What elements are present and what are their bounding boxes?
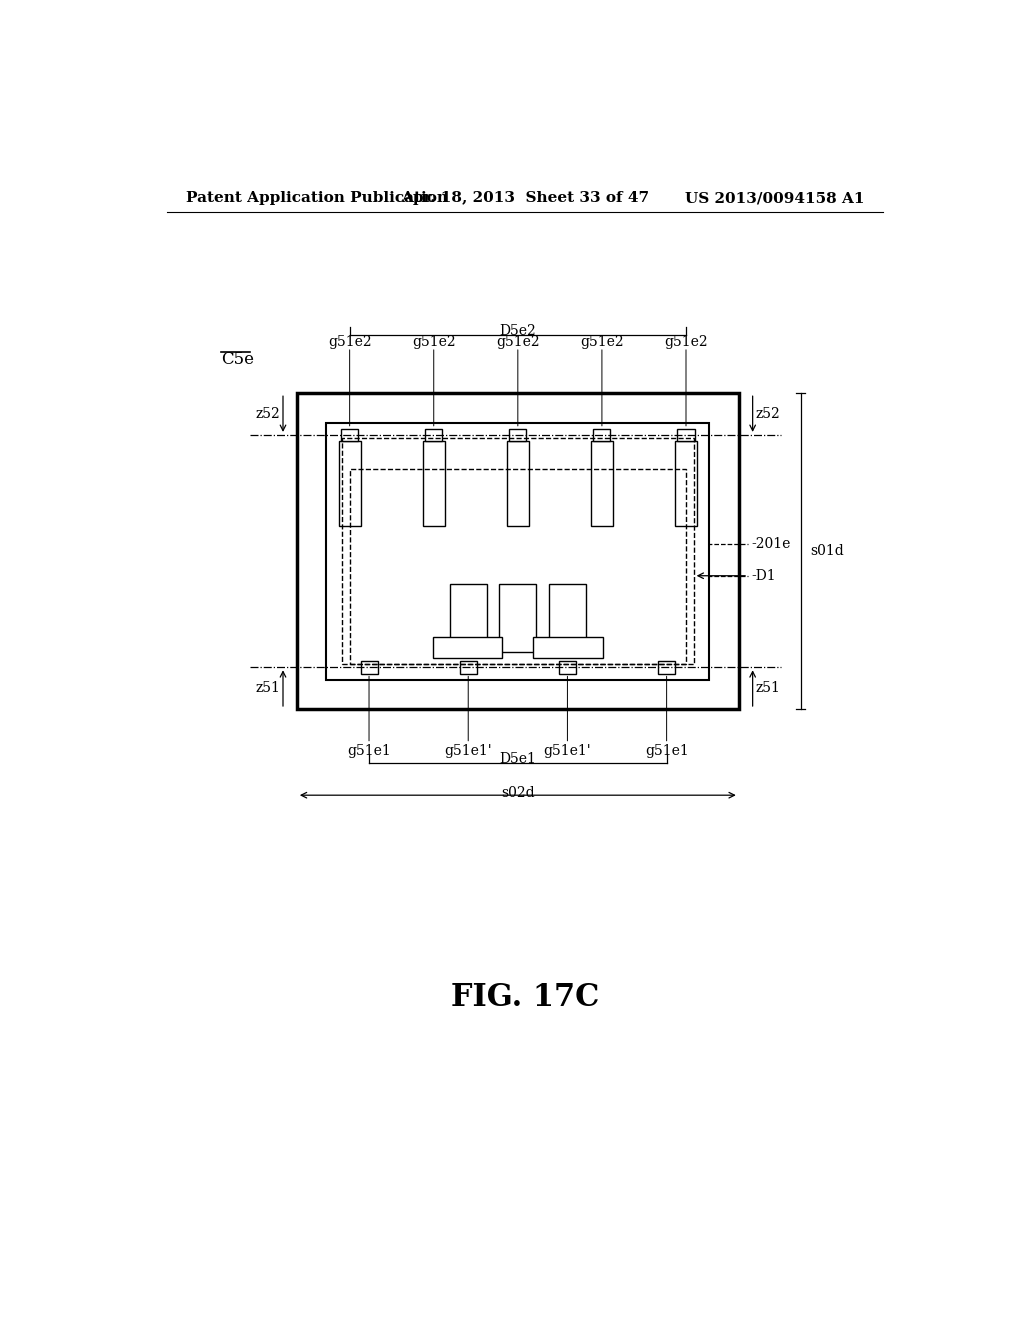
Text: C5e: C5e: [221, 351, 254, 368]
Bar: [549, 585, 586, 652]
Text: z52: z52: [756, 407, 780, 421]
Text: g51e2: g51e2: [412, 334, 456, 348]
Text: g51e2: g51e2: [328, 334, 372, 348]
Bar: [507, 441, 528, 525]
Text: g51e1: g51e1: [645, 743, 688, 758]
Bar: [500, 585, 537, 652]
Bar: [327, 422, 710, 680]
Bar: [460, 661, 477, 673]
Bar: [349, 469, 686, 664]
Bar: [534, 636, 603, 659]
Text: D5e2: D5e2: [500, 323, 537, 338]
Bar: [425, 429, 442, 441]
Bar: [593, 429, 610, 441]
Text: FIG. 17C: FIG. 17C: [451, 982, 599, 1014]
Text: US 2013/0094158 A1: US 2013/0094158 A1: [685, 191, 864, 206]
Text: g51e2: g51e2: [581, 334, 624, 348]
Bar: [341, 429, 358, 441]
Bar: [658, 661, 675, 673]
Text: z51: z51: [756, 681, 780, 696]
Text: g51e1': g51e1': [544, 743, 591, 758]
Text: g51e1: g51e1: [347, 743, 391, 758]
Bar: [675, 441, 697, 525]
Bar: [339, 441, 360, 525]
Text: -201e: -201e: [751, 537, 791, 552]
Bar: [423, 441, 444, 525]
Text: Patent Application Publication: Patent Application Publication: [186, 191, 449, 206]
Bar: [432, 636, 503, 659]
Text: -D1: -D1: [751, 569, 776, 582]
Text: g51e2: g51e2: [496, 334, 540, 348]
Bar: [360, 661, 378, 673]
Bar: [342, 438, 693, 664]
Text: s02d: s02d: [501, 785, 535, 800]
Text: z52: z52: [255, 407, 280, 421]
Bar: [450, 585, 486, 652]
Text: s01d: s01d: [810, 544, 844, 558]
Text: g51e1': g51e1': [444, 743, 493, 758]
Text: D5e1: D5e1: [500, 752, 537, 766]
Bar: [559, 661, 575, 673]
Bar: [678, 429, 694, 441]
Bar: [591, 441, 612, 525]
Text: g51e2: g51e2: [665, 334, 708, 348]
Text: z51: z51: [255, 681, 280, 696]
Bar: [297, 393, 738, 709]
Text: Apr. 18, 2013  Sheet 33 of 47: Apr. 18, 2013 Sheet 33 of 47: [400, 191, 649, 206]
Bar: [509, 429, 526, 441]
